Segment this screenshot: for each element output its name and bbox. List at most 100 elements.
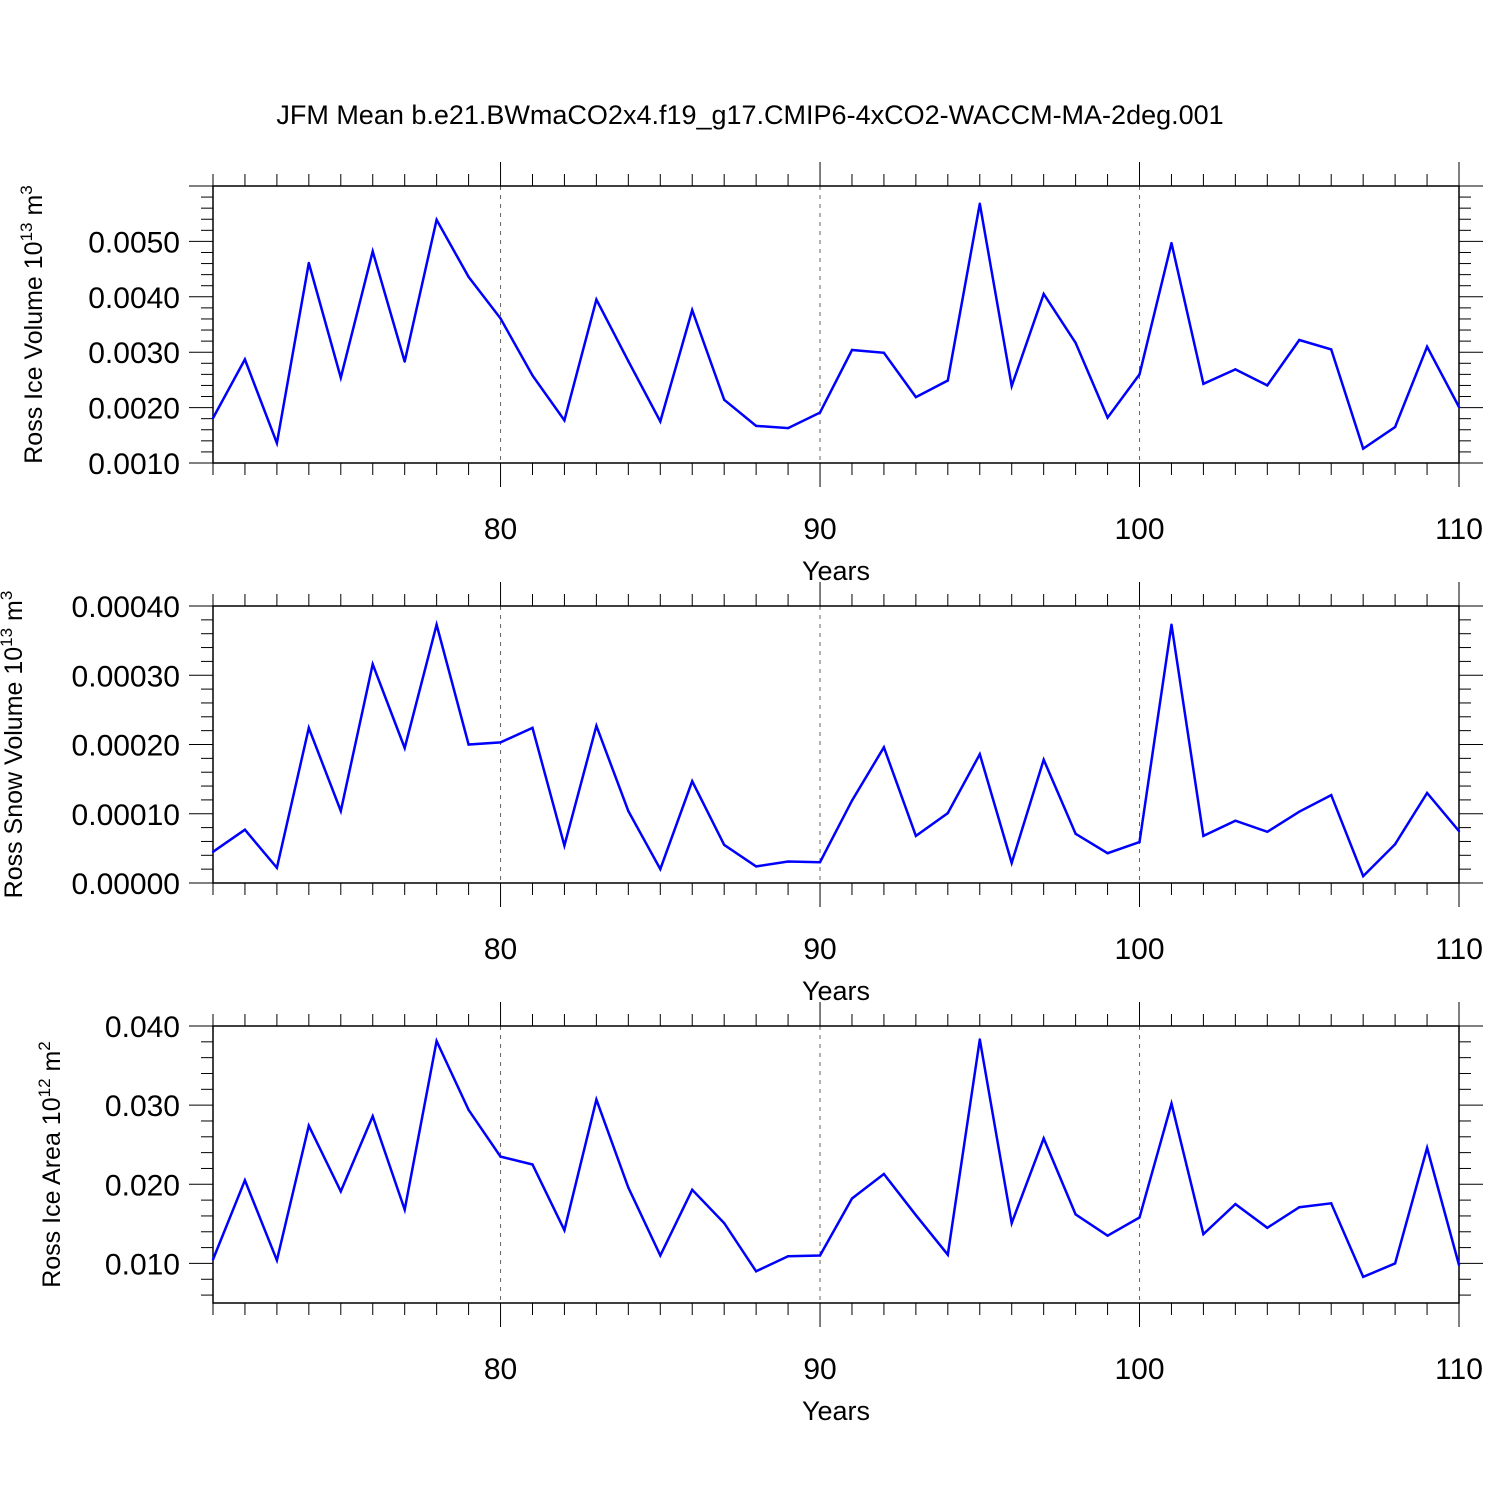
- data-point: [946, 811, 950, 815]
- y-tick-label: 0.0020: [88, 393, 180, 426]
- data-point: [435, 1039, 438, 1043]
- data-point: [339, 1190, 342, 1193]
- data-point: [1042, 292, 1045, 296]
- data-point: [467, 275, 470, 279]
- data-point: [914, 1213, 918, 1217]
- data-point: [1074, 832, 1077, 836]
- y-tick-label: 0.030: [105, 1090, 180, 1123]
- data-point: [1106, 852, 1109, 855]
- data-point: [627, 809, 630, 813]
- panel-ross-snow-volume: 0.00000 0.00010 0.00020 0.00030 0.00040 80 90 1…: [0, 582, 1483, 1006]
- data-point: [1361, 1275, 1365, 1279]
- data-point: [659, 1254, 662, 1257]
- y-tick-label: 0.010: [105, 1248, 180, 1281]
- data-point: [1010, 861, 1013, 865]
- data-point: [243, 828, 247, 831]
- data-point: [403, 1208, 406, 1211]
- plot-frame: [212, 185, 1460, 464]
- y-tick-label: 0.00010: [72, 799, 180, 832]
- data-point: [1234, 368, 1237, 371]
- data-point: [243, 1179, 247, 1182]
- data-point: [1361, 874, 1365, 878]
- data-point: [978, 1038, 981, 1041]
- data-point: [435, 218, 438, 221]
- y-tick-label: 0.0030: [88, 337, 180, 370]
- data-point: [243, 358, 247, 361]
- data-point: [275, 1259, 279, 1262]
- data-point: [595, 298, 598, 301]
- data-point: [1170, 623, 1173, 626]
- data-point: [1266, 384, 1269, 387]
- y-tick-label: 0.00030: [72, 660, 180, 693]
- data-point: [850, 799, 854, 802]
- data-point: [882, 351, 886, 354]
- x-tick-label: 110: [1435, 513, 1483, 546]
- x-tick-label: 90: [803, 513, 836, 546]
- data-point: [595, 1098, 598, 1101]
- data-point: [1106, 1234, 1109, 1237]
- data-point: [1266, 830, 1269, 833]
- data-point: [850, 1197, 854, 1200]
- data-point: [1330, 348, 1333, 351]
- data-point: [371, 250, 374, 253]
- data-point: [1425, 1146, 1429, 1150]
- data-point: [627, 359, 630, 363]
- series-line-ross-snow-volume: [212, 619, 1460, 879]
- data-point: [403, 360, 406, 363]
- y-tick-label: 0.0010: [88, 448, 180, 481]
- x-tick-label: 80: [484, 1353, 517, 1386]
- data-point: [882, 746, 886, 749]
- data-point: [499, 1155, 502, 1158]
- data-point: [882, 1172, 886, 1176]
- data-point: [467, 1108, 470, 1112]
- x-tick-label: 90: [803, 1353, 836, 1386]
- data-point: [722, 843, 726, 847]
- data-point: [1202, 382, 1205, 385]
- data-point: [339, 376, 342, 379]
- x-tick-label: 90: [803, 933, 836, 966]
- data-point: [1202, 834, 1205, 838]
- data-point: [1298, 1206, 1301, 1209]
- data-point: [1298, 338, 1301, 342]
- data-point: [435, 623, 438, 626]
- plot-frame: [212, 605, 1460, 884]
- data-point: [1138, 373, 1141, 376]
- data-point: [1457, 1263, 1461, 1267]
- data-point: [754, 1270, 758, 1273]
- x-tick-label: 80: [484, 513, 517, 546]
- data-point: [978, 202, 981, 205]
- data-point: [1425, 345, 1429, 348]
- data-point: [659, 867, 662, 871]
- data-point: [563, 844, 566, 847]
- data-point: [1042, 1137, 1045, 1140]
- data-point: [754, 424, 758, 428]
- data-point: [691, 308, 694, 312]
- data-point: [211, 1258, 215, 1261]
- data-point: [1138, 1216, 1141, 1219]
- data-point: [1010, 1221, 1013, 1225]
- data-point: [1010, 384, 1013, 388]
- data-point: [1393, 425, 1397, 429]
- data-point: [307, 261, 311, 265]
- data-point: [1361, 447, 1365, 450]
- y-tick-label: 0.0040: [88, 282, 180, 315]
- data-point: [531, 1163, 534, 1166]
- data-point: [371, 1115, 374, 1118]
- y-axis-title: Ross Ice Area 1012 m2: [35, 1041, 66, 1288]
- data-point: [1170, 1102, 1173, 1105]
- data-point: [786, 860, 790, 863]
- data-point: [1074, 1213, 1077, 1216]
- data-point: [1393, 843, 1397, 846]
- data-point: [371, 662, 374, 666]
- data-point: [339, 809, 342, 813]
- data-point: [1074, 341, 1077, 344]
- data-point: [722, 398, 726, 402]
- data-point: [307, 1124, 311, 1127]
- data-point: [914, 834, 918, 838]
- data-point: [754, 865, 758, 868]
- data-point: [595, 724, 598, 728]
- x-tick-label: 100: [1114, 933, 1164, 966]
- data-point: [850, 348, 854, 352]
- x-tick-label: 110: [1435, 1353, 1483, 1386]
